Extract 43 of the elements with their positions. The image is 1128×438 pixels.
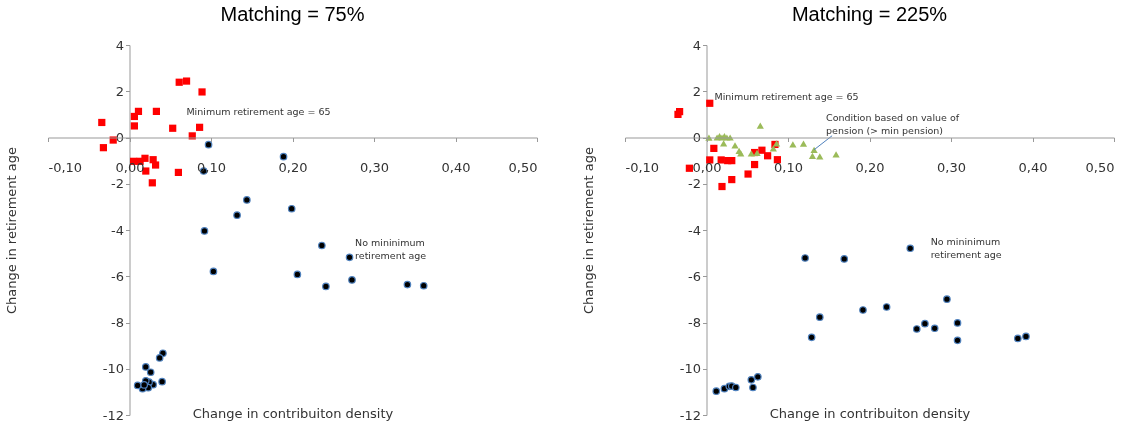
chart-title: Matching = 75% [220,3,365,25]
y-tick-label: -2 [111,176,124,192]
x-tick-label: 0,50 [508,160,538,175]
x-tick-label: 0,00 [115,160,145,175]
x-tick-label: 0,40 [441,160,471,175]
x-axis-title: Change in contribuiton density [769,405,971,421]
y-tick-label: -4 [688,222,701,238]
y-tick-label: -10 [102,361,124,377]
x-tick-label: -0,10 [48,160,83,175]
annotation: No mininimum retirement age [355,236,427,261]
annotation: Minimum retirement age = 65 [714,91,859,103]
y-tick-label: -6 [111,268,124,284]
x-tick-label: 0,30 [937,160,966,175]
annotation: Minimum retirement age = 65 [186,106,331,118]
x-tick-label: 0,10 [197,160,226,175]
y-tick-label: -2 [688,176,701,192]
x-tick-label: 0,20 [278,160,308,175]
x-tick-label: 0,10 [774,160,803,175]
x-tick-label: 0,50 [1085,160,1115,175]
y-tick-label: -4 [111,222,124,238]
chart-title: Matching = 225% [791,3,948,25]
x-tick-label: 0,40 [1018,160,1048,175]
y-tick-label: -10 [679,361,701,377]
x-tick-label: 0,30 [360,160,389,175]
y-tick-label: 4 [692,37,701,53]
y-axis-title: Change in retirement age [3,146,19,315]
y-tick-label: 2 [115,83,124,99]
y-tick-label: 0 [115,130,124,145]
x-tick-label: 0,20 [855,160,885,175]
annotation: No mininimum retirement age [930,236,1002,261]
y-tick-label: -8 [111,315,124,330]
y-tick-label: -6 [688,268,701,284]
x-axis-title: Change in contribuiton density [192,405,394,421]
x-tick-label: -0,10 [625,160,660,175]
y-tick-label: -12 [102,407,124,423]
y-tick-label: -8 [688,315,701,330]
y-axis-title: Change in retirement age [580,146,596,315]
y-tick-label: 2 [692,83,701,99]
y-tick-label: 0 [692,130,701,145]
y-tick-label: 4 [115,37,124,53]
annotation: Condition based on value of pension (> min pension) [826,111,960,136]
y-tick-label: -12 [679,407,701,423]
x-tick-label: 0,00 [692,160,722,175]
